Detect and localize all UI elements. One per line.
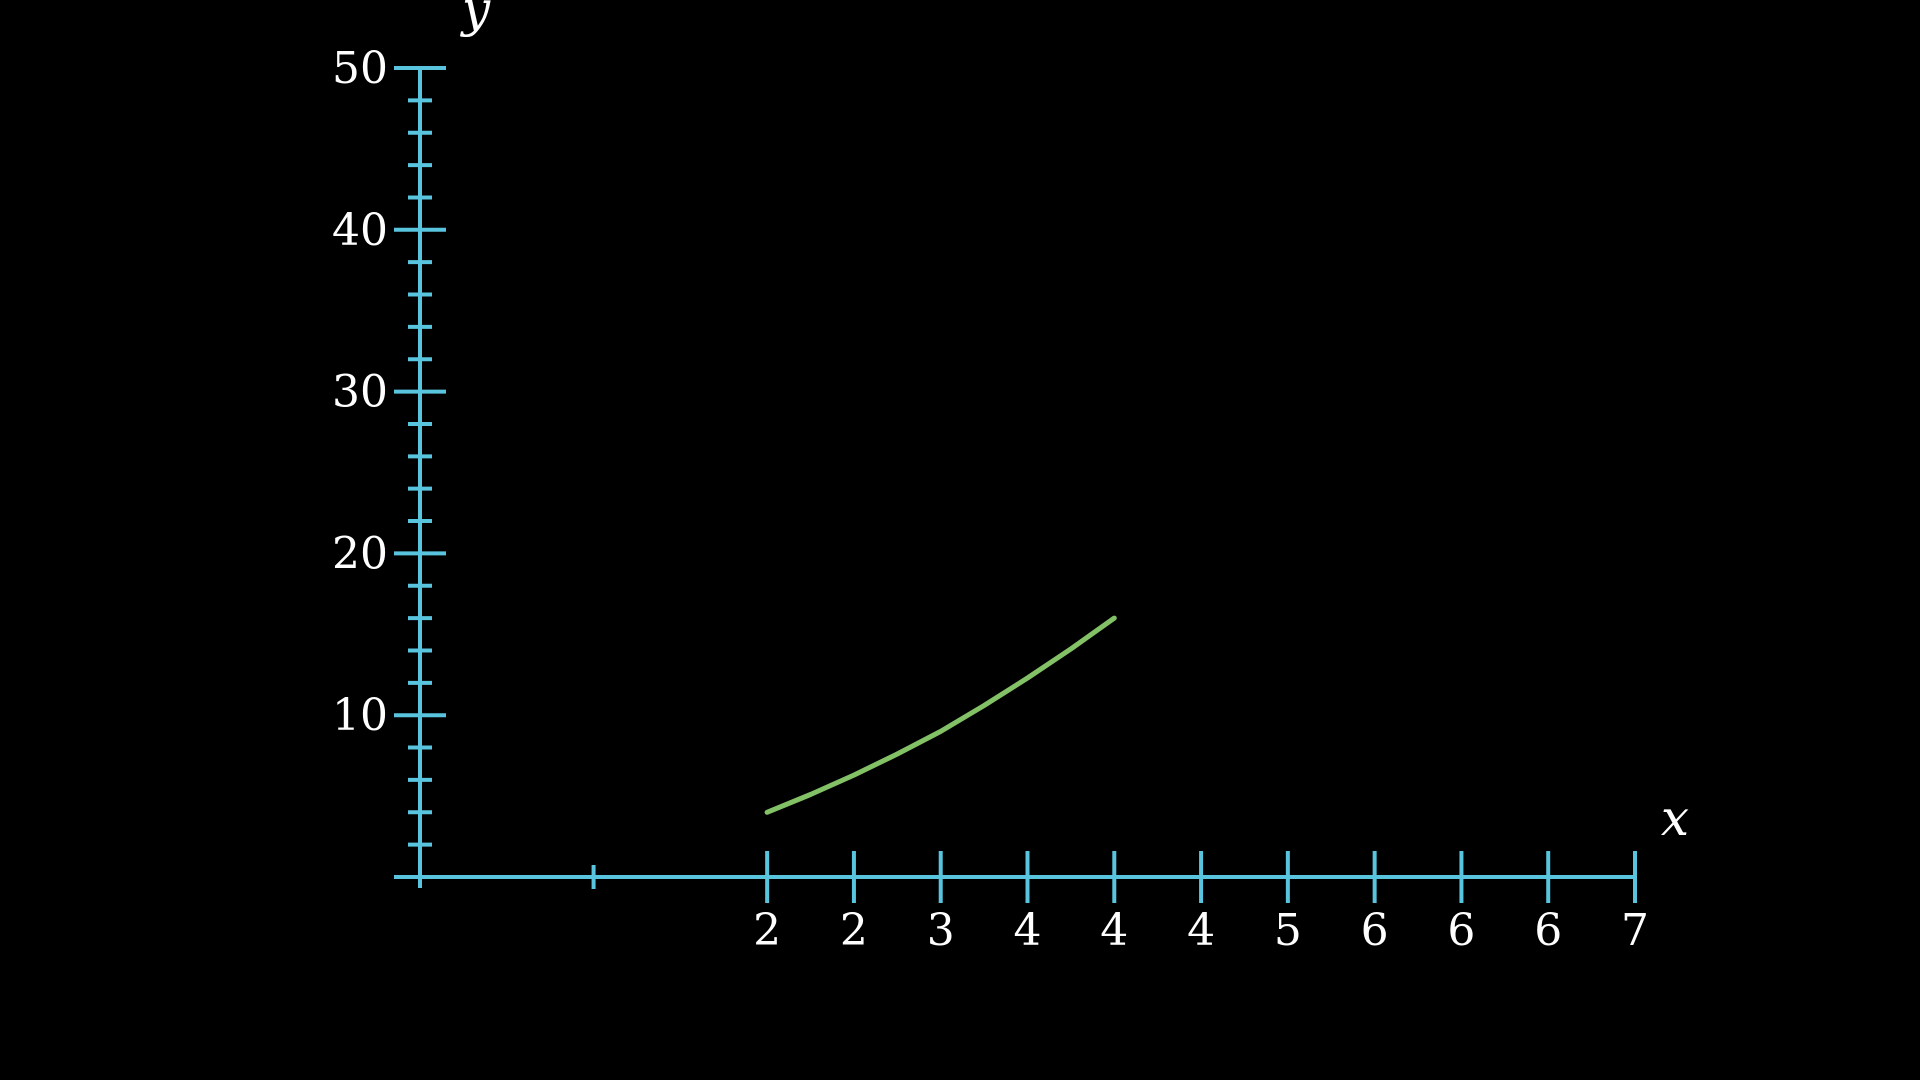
x-tick-label: 4: [1187, 905, 1215, 956]
y-axis-label: y: [460, 0, 491, 38]
x-tick-label: 4: [1014, 905, 1042, 956]
y-tick-label: 20: [332, 528, 388, 579]
y-tick-label: 50: [332, 43, 388, 94]
x-tick-label: 3: [927, 905, 955, 956]
y-tick-label: 40: [332, 205, 388, 256]
tick-labels: 2 2 3 4 4 4 5 6 6 6 7 10 20 30 40 50: [332, 43, 1649, 956]
x-tick-label: 2: [753, 905, 781, 956]
x-tick-label: 6: [1534, 905, 1562, 956]
x-tick-label: 6: [1447, 905, 1475, 956]
series-layer: [764, 615, 1117, 815]
y-tick-label: 10: [332, 690, 388, 741]
x-tick-label: 4: [1100, 905, 1128, 956]
x-tick-label: 2: [840, 905, 868, 956]
x-tick-label: 5: [1274, 905, 1302, 956]
x-tick-label: 6: [1361, 905, 1389, 956]
axes: [394, 66, 1637, 903]
y-tick-label: 30: [332, 367, 388, 418]
x-axis-label: x: [1661, 789, 1689, 847]
x-tick-label: 7: [1621, 905, 1649, 956]
series-line: [764, 615, 1117, 815]
